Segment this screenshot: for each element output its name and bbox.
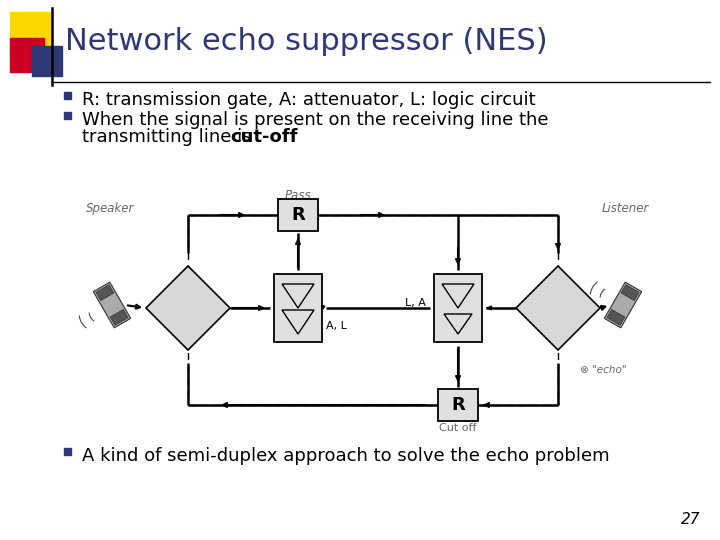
Text: Pass: Pass <box>284 189 311 202</box>
Polygon shape <box>621 285 639 301</box>
Bar <box>274 274 322 342</box>
Polygon shape <box>607 309 625 325</box>
Text: L, A: L, A <box>405 298 426 308</box>
Text: Cut off: Cut off <box>439 423 477 433</box>
Text: transmitting line is: transmitting line is <box>82 128 257 146</box>
Text: Speaker: Speaker <box>86 202 134 215</box>
Bar <box>32 46 62 76</box>
Text: When the signal is present on the receiving line the: When the signal is present on the receiv… <box>82 111 549 129</box>
Text: Listener: Listener <box>601 202 649 215</box>
Text: R: R <box>451 396 465 414</box>
Text: R: transmission gate, A: attenuator, L: logic circuit: R: transmission gate, A: attenuator, L: … <box>82 91 536 109</box>
Polygon shape <box>516 266 600 350</box>
Polygon shape <box>110 309 128 325</box>
Polygon shape <box>604 282 642 328</box>
Polygon shape <box>96 285 114 301</box>
Bar <box>10 12 52 54</box>
Polygon shape <box>94 282 130 328</box>
Text: ⊗ "echo": ⊗ "echo" <box>580 365 626 375</box>
Bar <box>438 389 478 421</box>
Text: 27: 27 <box>680 512 700 527</box>
Text: Network echo suppressor (NES): Network echo suppressor (NES) <box>65 27 548 56</box>
Bar <box>64 448 71 455</box>
Bar <box>10 38 44 72</box>
Text: A, L: A, L <box>326 321 347 331</box>
Bar <box>64 112 71 119</box>
Polygon shape <box>146 266 230 350</box>
Bar <box>434 274 482 342</box>
Bar <box>278 199 318 231</box>
Text: A kind of semi-duplex approach to solve the echo problem: A kind of semi-duplex approach to solve … <box>82 447 610 465</box>
Bar <box>64 92 71 99</box>
Text: cut-off: cut-off <box>230 128 297 146</box>
Text: R: R <box>291 206 305 224</box>
